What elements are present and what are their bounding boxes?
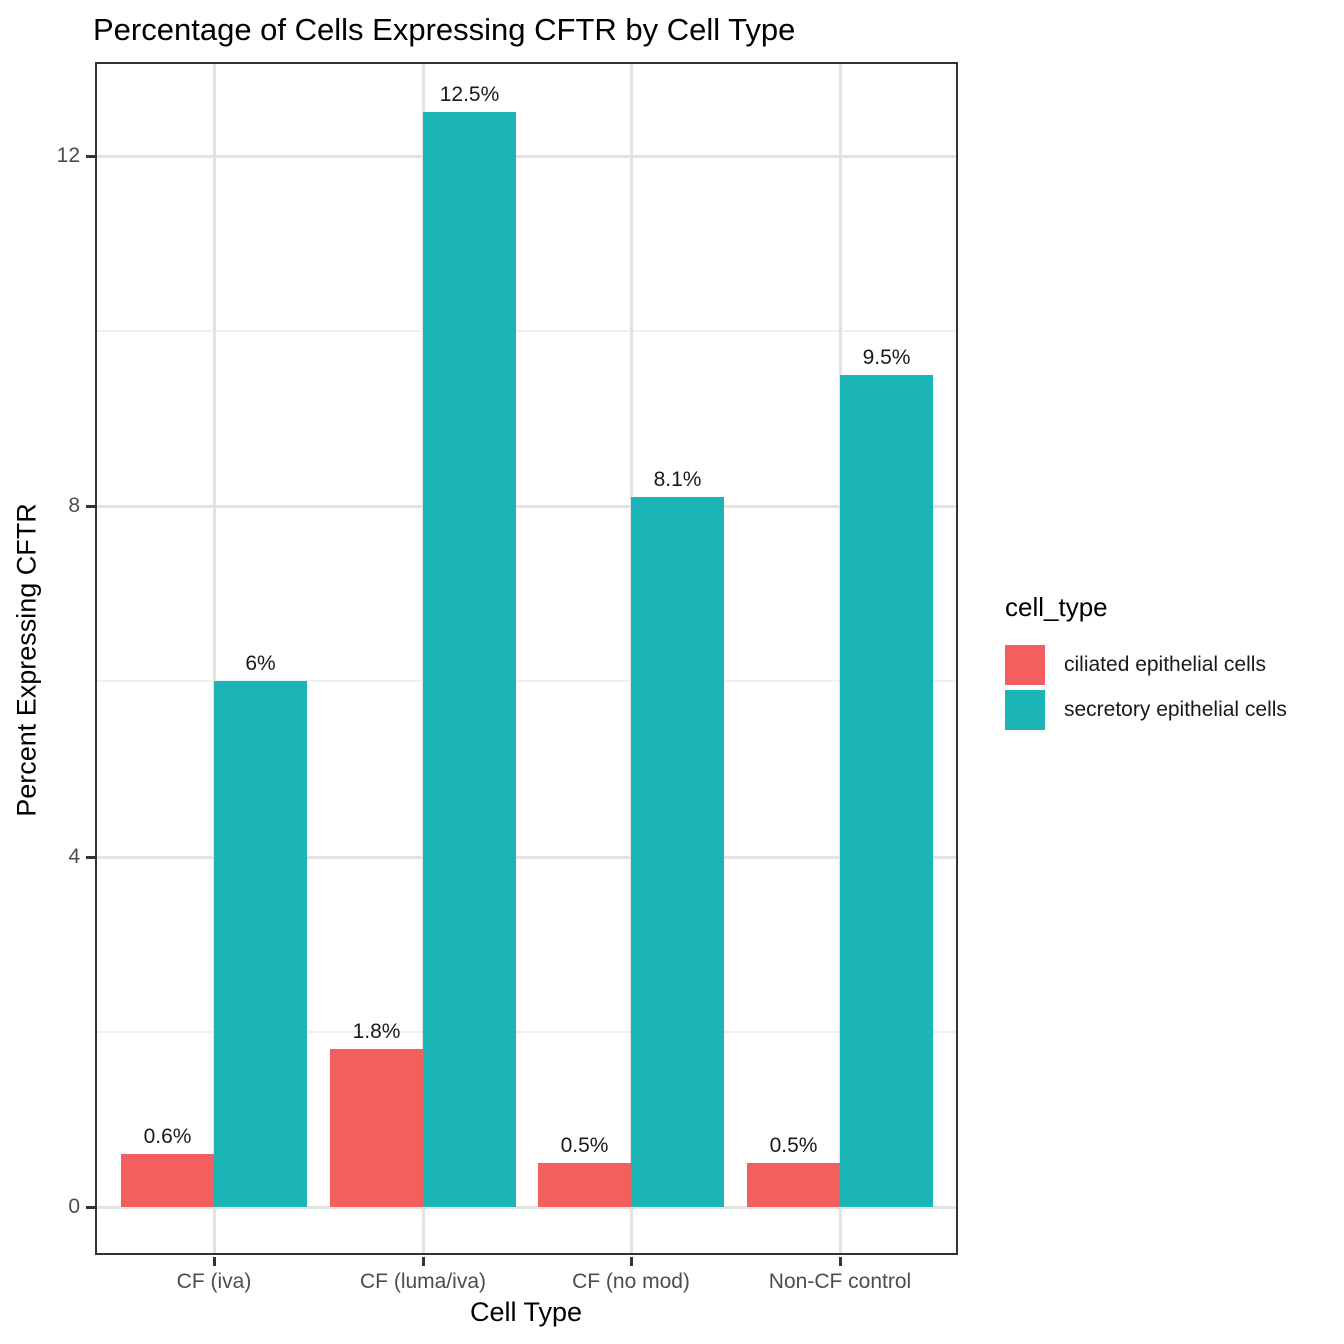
x-tick-mark (839, 1257, 842, 1266)
bar (423, 112, 516, 1207)
value-label: 0.5% (769, 1134, 818, 1158)
y-tick-label: 8 (68, 494, 80, 518)
legend-label: secretory epithelial cells (1064, 698, 1287, 721)
bar (214, 681, 307, 1207)
x-tick-mark (422, 1257, 425, 1266)
x-axis-title: Cell Type (469, 1297, 583, 1327)
gridline-h-major (97, 1206, 956, 1209)
gridline-h-major (97, 505, 956, 509)
gridline-h-major (97, 154, 956, 158)
bar (631, 497, 724, 1207)
y-tick-mark (86, 1206, 95, 1209)
legend-entry: ciliated epithelial cells (1005, 645, 1287, 685)
y-tick-mark (86, 505, 95, 509)
value-label: 0.6% (143, 1125, 192, 1149)
x-tick-label: CF (iva) (176, 1270, 252, 1293)
value-label: 1.8% (352, 1020, 401, 1044)
value-label: 0.5% (560, 1134, 609, 1158)
y-tick-mark (86, 855, 95, 859)
bar (330, 1049, 423, 1207)
y-tick-mark (86, 154, 95, 158)
legend-swatch (1005, 645, 1045, 685)
y-axis-title: Percent Expressing CFTR (11, 503, 42, 817)
gridline-h-major (97, 855, 956, 859)
x-tick-label: Non-CF control (768, 1270, 912, 1293)
legend-title: cell_type (1005, 592, 1108, 622)
legend-label: ciliated epithelial cells (1064, 653, 1266, 676)
gridline-v-major (213, 64, 216, 1253)
value-label: 9.5% (862, 345, 911, 369)
x-tick-label: CF (luma/iva) (359, 1270, 487, 1293)
legend: cell_type ciliated epithelial cells secre… (1005, 592, 1287, 735)
x-tick-label: CF (no mod) (572, 1270, 690, 1293)
x-tick-mark (213, 1257, 216, 1266)
bar (121, 1154, 214, 1207)
bar (840, 374, 933, 1207)
legend-swatch (1005, 690, 1045, 730)
x-tick-mark (630, 1257, 633, 1266)
value-label: 12.5% (439, 83, 500, 106)
gridline-h-minor (97, 680, 956, 683)
gridline-h-minor (97, 330, 956, 332)
bar (538, 1163, 631, 1207)
legend-entries: ciliated epithelial cells secretory epith… (1005, 645, 1287, 730)
y-tick-label: 4 (68, 844, 80, 868)
y-tick-label: 12 (56, 143, 80, 167)
bar (747, 1163, 840, 1207)
y-tick-label: 0 (68, 1195, 80, 1218)
legend-entry: secretory epithelial cells (1005, 690, 1287, 730)
chart-title: Percentage of Cells Expressing CFTR by C… (93, 12, 796, 47)
gridline-h-minor (97, 1030, 956, 1033)
value-label: 6% (245, 652, 276, 676)
value-label: 8.1% (653, 468, 702, 492)
